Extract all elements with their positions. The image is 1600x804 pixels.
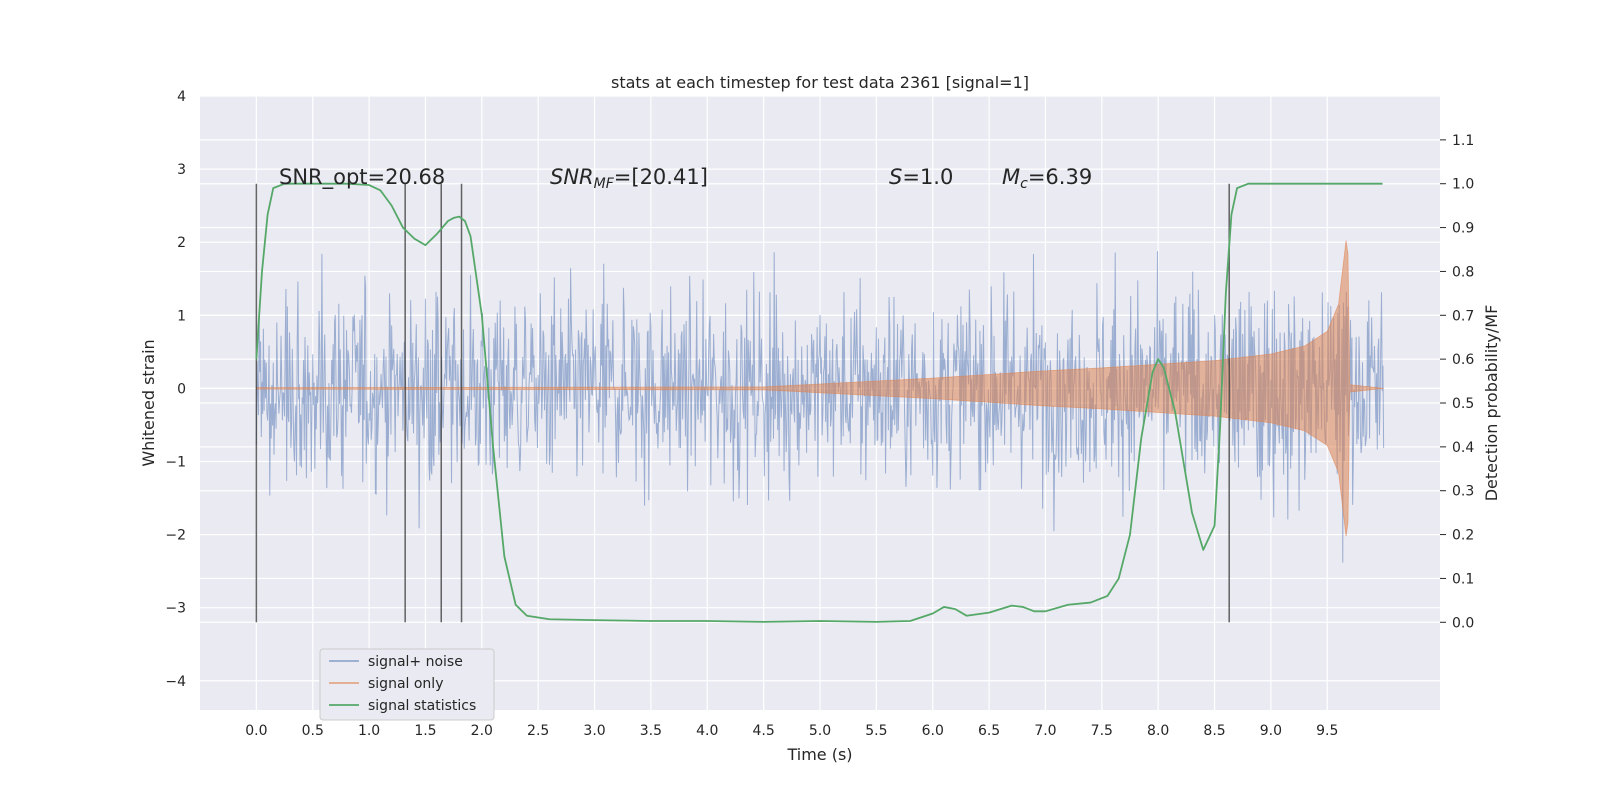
series-area-signal-only [255, 240, 1384, 537]
y-tick-label: 4 [177, 89, 186, 105]
x-tick-label: 7.5 [1091, 723, 1113, 739]
y-right-tick-label: 0.8 [1452, 264, 1474, 280]
legend-box [319, 648, 495, 721]
snr-mf-base: SNR [550, 165, 594, 189]
y-tick-label: −1 [165, 454, 186, 470]
y-right-tick-label: 0.0 [1452, 615, 1474, 631]
legend-label-stat: signal statistics [368, 698, 476, 714]
x-axis-label: Time (s) [786, 745, 852, 764]
y-right-tick-label: 1.0 [1452, 177, 1474, 193]
x-tick-label: 8.5 [1203, 723, 1225, 739]
y-tick-label: −2 [165, 528, 186, 544]
x-tick-label: 7.0 [1034, 723, 1056, 739]
s-symbol: S [889, 165, 902, 189]
x-tick-label: 2.5 [527, 723, 549, 739]
mc-sub: c [1020, 176, 1028, 192]
x-tick-label: 3.0 [583, 723, 605, 739]
y-right-tick-label: 0.1 [1452, 571, 1474, 587]
y-right-tick-label: 1.1 [1452, 133, 1474, 149]
y-right-tick-label: 0.4 [1452, 440, 1474, 456]
mc-base: M [1002, 165, 1020, 189]
x-tick-label: 3.5 [640, 723, 662, 739]
y-right-tick-label: 0.9 [1452, 221, 1474, 237]
y-tick-label: 2 [177, 235, 186, 251]
x-tick-label: 1.0 [358, 723, 380, 739]
y-tick-label: 1 [177, 308, 186, 324]
legend: signal+ noise signal only signal statist… [319, 648, 495, 721]
y-axis-right-label: Detection probability/MF [1482, 305, 1501, 502]
snr-mf-value: =[20.41] [614, 165, 708, 189]
annotation-snr-opt: SNR_opt=20.68 [279, 165, 445, 190]
annotation-snr-mf: SNRMF=[20.41] [550, 165, 708, 192]
y-tick-label: −4 [165, 674, 186, 690]
y-right-tick-label: 0.5 [1452, 396, 1474, 412]
snr-mf-sub: MF [594, 176, 615, 192]
annotation-mc: Mc=6.39 [1002, 165, 1092, 192]
x-tick-label: 1.5 [414, 723, 436, 739]
y-axis-label: Whitened strain [139, 339, 158, 466]
x-tick-label: 5.0 [809, 723, 831, 739]
x-tick-label: 9.0 [1260, 723, 1282, 739]
x-tick-label: 4.0 [696, 723, 718, 739]
chart-title: stats at each timestep for test data 236… [611, 73, 1029, 92]
x-tick-label: 9.5 [1316, 723, 1338, 739]
y-right-tick-label: 0.2 [1452, 528, 1474, 544]
x-tick-label: 0.5 [302, 723, 324, 739]
y-tick-label: −3 [165, 601, 186, 617]
y-right-tick-label: 0.3 [1452, 484, 1474, 500]
s-value: =1.0 [902, 165, 953, 189]
mc-value: =6.39 [1028, 165, 1092, 189]
y-tick-label: 0 [177, 381, 186, 397]
annotation-s: S=1.0 [889, 165, 953, 189]
series-line-signal-statistics [255, 182, 1383, 623]
y-right-tick-label: 0.7 [1452, 308, 1474, 324]
tick-labels: 0.0 0.5 1.0 1.5 2.0 2.5 3.0 3.5 4.0 4.5 5.0 5.5 6.0 6… [165, 89, 1474, 739]
x-tick-label: 6.0 [922, 723, 944, 739]
y-right-tick-label: 0.6 [1452, 352, 1474, 368]
x-tick-label: 8.0 [1147, 723, 1169, 739]
x-tick-label: 0.0 [245, 723, 267, 739]
legend-label-noise: signal+ noise [368, 654, 463, 670]
x-tick-label: 2.0 [471, 723, 493, 739]
signal-layer [255, 240, 1384, 537]
legend-label-signal: signal only [368, 676, 443, 692]
y-tick-label: 3 [177, 162, 186, 178]
x-tick-label: 6.5 [978, 723, 1000, 739]
x-tick-label: 5.5 [865, 723, 887, 739]
x-tick-label: 4.5 [753, 723, 775, 739]
stat-layer [255, 182, 1383, 623]
